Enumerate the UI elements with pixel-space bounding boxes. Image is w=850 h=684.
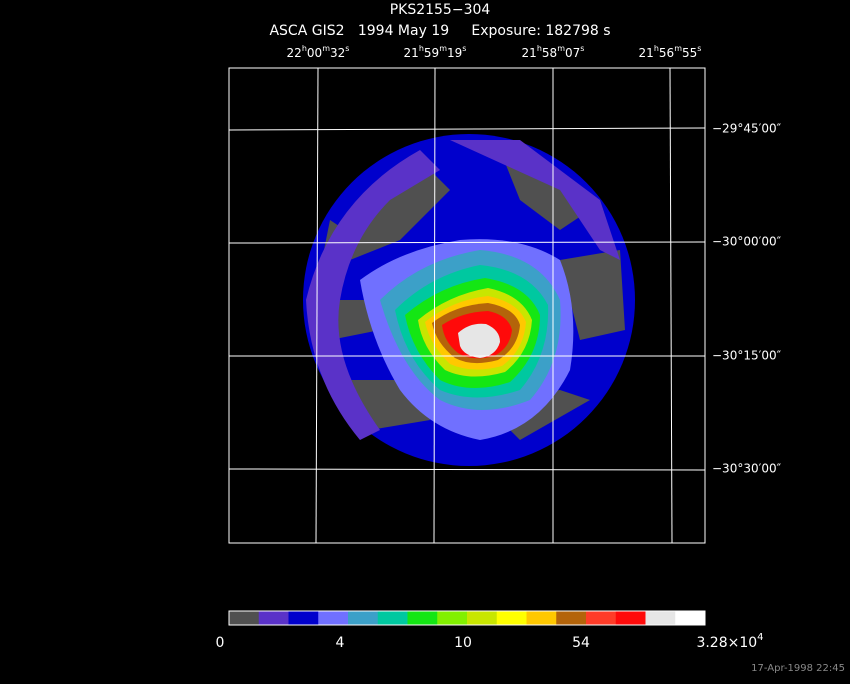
ra-unit: s	[345, 44, 349, 53]
colorbar-segment	[377, 611, 408, 625]
ra-value: 22	[287, 46, 302, 60]
subtitle: ASCA GIS2 1994 May 19 Exposure: 182798 s	[269, 23, 610, 39]
ra-unit: h	[654, 44, 659, 53]
colorbar-segment	[318, 611, 349, 625]
ra-value: 19	[447, 46, 462, 60]
ra-value: 55	[682, 46, 697, 60]
ra-unit: m	[557, 44, 565, 53]
colorbar-segment	[496, 611, 527, 625]
ra-unit: m	[439, 44, 447, 53]
xray-image	[303, 134, 635, 466]
dec-label: −30°00′00″	[712, 235, 782, 249]
ra-unit: s	[697, 44, 701, 53]
colorbar-segment	[258, 611, 289, 625]
colorbar-segment	[407, 611, 438, 625]
ra-label: 21h56m55s	[639, 44, 702, 60]
ra-value: 21	[522, 46, 537, 60]
coordinate-grid	[228, 67, 706, 544]
colorbar-segment	[288, 611, 319, 625]
ra-label: 21h59m19s	[404, 44, 467, 60]
colorbar-segment	[586, 611, 617, 625]
ra-value: 21	[404, 46, 419, 60]
colorbar-segment	[437, 611, 468, 625]
colorbar-label: 10	[454, 635, 472, 651]
dec-label: −30°30′00″	[712, 462, 782, 476]
ra-value: 59	[424, 46, 439, 60]
ra-unit: h	[302, 44, 307, 53]
colorbar-segment	[675, 611, 706, 625]
ra-unit: s	[462, 44, 466, 53]
colorbar-segment	[556, 611, 587, 625]
dec-label: −30°15′00″	[712, 349, 782, 363]
colorbar-label: 54	[572, 635, 590, 651]
colorbar-segment	[229, 611, 260, 625]
ra-unit: h	[537, 44, 542, 53]
ra-value: 32	[330, 46, 345, 60]
colorbar-label: 4	[336, 635, 345, 651]
exponent: 4	[757, 632, 763, 643]
colorbar-segment	[467, 611, 498, 625]
ra-value: 00	[307, 46, 322, 60]
colorbar-segment	[615, 611, 646, 625]
ra-label: 21h58m07s	[522, 44, 585, 60]
colorbar-segment	[348, 611, 379, 625]
colorbar-label: 0	[216, 635, 225, 651]
ra-unit: h	[419, 44, 424, 53]
ra-value: 56	[659, 46, 674, 60]
colorbar-max-label: 3.28×104	[696, 632, 763, 651]
ra-unit: m	[322, 44, 330, 53]
mantissa: 3.28×10	[696, 635, 757, 651]
ra-label: 22h00m32s	[287, 44, 350, 60]
colorbar-segment	[526, 611, 557, 625]
colorbar-segment	[645, 611, 676, 625]
ra-unit: m	[674, 44, 682, 53]
dec-label: −29°45′00″	[712, 122, 782, 136]
ra-value: 07	[565, 46, 580, 60]
title: PKS2155−304	[390, 2, 491, 18]
ra-unit: s	[580, 44, 584, 53]
timestamp: 17-Apr-1998 22:45	[751, 663, 845, 674]
ra-value: 58	[542, 46, 557, 60]
colorbar-frame	[228, 610, 706, 626]
ra-value: 21	[639, 46, 654, 60]
